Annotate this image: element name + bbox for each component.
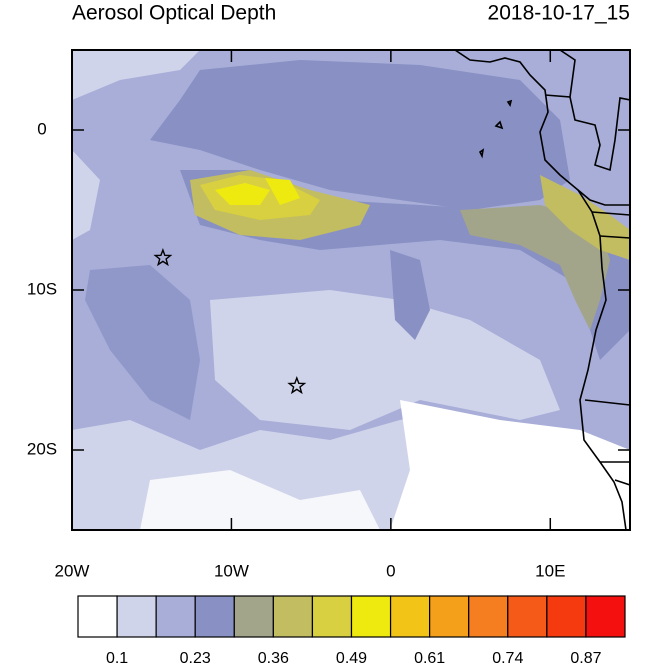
y-tick-label: 20S (27, 439, 57, 458)
coastline (454, 50, 627, 530)
colorbar-label: 0.1 (106, 650, 128, 667)
station-star (153, 247, 173, 267)
colorbar-label: 0.87 (570, 650, 601, 667)
colorbar-box (116, 595, 157, 638)
y-tick-label: 10S (27, 279, 57, 298)
map-title: Aerosol Optical Depth (72, 2, 276, 25)
map-time: 2018-10-17_15 (488, 2, 630, 25)
colorbar-box (233, 595, 274, 638)
colorbar-label: 0.49 (336, 650, 367, 667)
colorbar-box (155, 595, 196, 638)
colorbar-box (389, 595, 431, 638)
field-white (140, 470, 380, 530)
colorbar-box (350, 595, 392, 638)
colorbar-label: 0.61 (414, 650, 445, 667)
colorbar-box (311, 595, 353, 638)
colorbar-box (468, 595, 509, 638)
aod-field (72, 50, 630, 530)
field-light (72, 50, 200, 240)
station-star (287, 376, 307, 395)
field-dark (390, 250, 430, 340)
x-tick-label: 20W (55, 561, 90, 580)
colorbar-label: 0.36 (258, 650, 289, 667)
colorbar-box (507, 595, 548, 638)
colorbar-label: 0.74 (492, 650, 523, 667)
field-dark (85, 265, 200, 420)
x-tick-label: 10E (535, 561, 565, 580)
field-bright-yellow (265, 178, 300, 205)
field-light (210, 290, 560, 430)
field-bright-yellow (215, 183, 270, 205)
colorbar-box (194, 595, 235, 638)
borders (544, 50, 630, 486)
colorbar-box (429, 595, 470, 638)
field-olive (540, 175, 630, 260)
colorbar-box (77, 595, 118, 638)
colorbar-box (546, 595, 587, 638)
colorbar-box (585, 595, 626, 638)
field-dark (150, 60, 570, 210)
field-white (390, 400, 630, 530)
colorbar-label: 0.23 (180, 650, 211, 667)
y-tick-label: 0 (37, 119, 46, 138)
x-tick-label: 0 (386, 561, 395, 580)
colorbar-box (272, 595, 314, 638)
coastlines (454, 50, 630, 530)
islands (478, 99, 513, 159)
x-tick-label: 10W (214, 561, 249, 580)
field-gray (460, 205, 610, 330)
